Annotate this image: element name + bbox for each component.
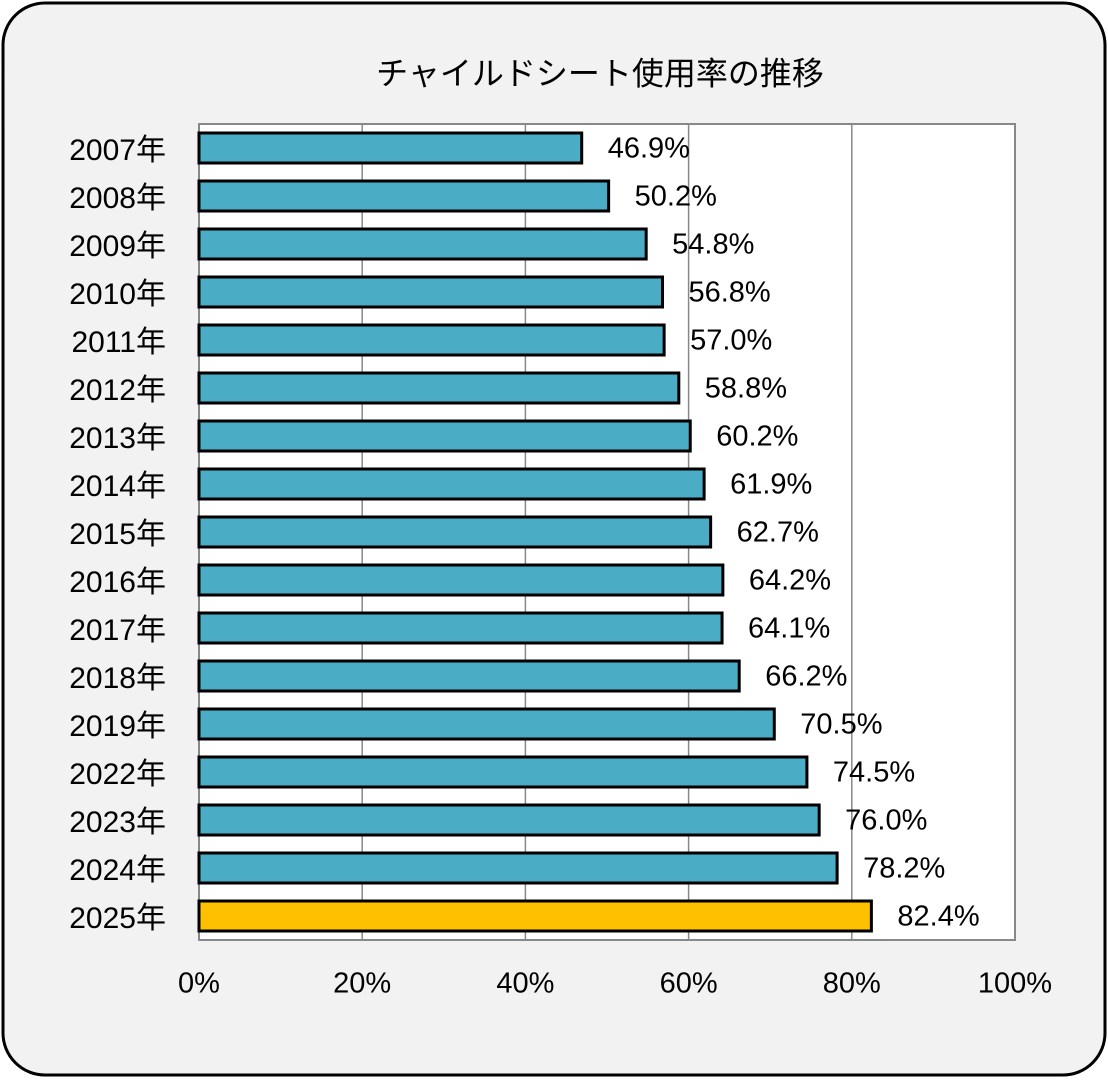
y-tick-label: 2012年 — [69, 374, 166, 407]
y-tick-label: 2025年 — [69, 902, 166, 935]
value-label: 64.2% — [749, 565, 831, 597]
y-tick-label: 2008年 — [69, 182, 166, 215]
y-tick-label: 2013年 — [69, 422, 166, 455]
x-tick-label: 20% — [333, 968, 391, 1000]
y-tick-label: 2010年 — [69, 278, 166, 311]
value-label: 74.5% — [833, 757, 915, 789]
value-label: 70.5% — [800, 709, 882, 741]
value-label: 58.8% — [705, 373, 787, 405]
bar — [197, 707, 776, 741]
y-tick-label: 2019年 — [69, 710, 166, 743]
y-tick-label: 2017年 — [69, 614, 166, 647]
value-label: 64.1% — [748, 613, 830, 645]
bar — [197, 467, 706, 501]
value-label: 57.0% — [690, 325, 772, 357]
x-tick-label: 0% — [178, 968, 220, 1000]
bar — [197, 659, 741, 693]
y-tick-label: 2024年 — [69, 854, 166, 887]
x-tick-label: 40% — [496, 968, 554, 1000]
bar — [197, 851, 839, 885]
value-label: 62.7% — [737, 517, 819, 549]
bar — [197, 611, 724, 645]
bar — [197, 275, 664, 309]
bar — [197, 131, 584, 165]
bar — [197, 515, 713, 549]
bar — [197, 323, 666, 357]
bar — [197, 371, 681, 405]
y-tick-label: 2015年 — [69, 518, 166, 551]
y-tick-label: 2016年 — [69, 566, 166, 599]
bar — [197, 899, 873, 933]
y-tick-label: 2018年 — [69, 662, 166, 695]
chart-title: チャイルドシート使用率の推移 — [376, 55, 824, 91]
x-tick-label: 80% — [823, 968, 881, 1000]
value-label: 46.9% — [608, 133, 690, 165]
value-label: 61.9% — [730, 469, 812, 501]
bar — [197, 227, 648, 261]
bar — [197, 803, 821, 837]
y-tick-label: 2022年 — [69, 758, 166, 791]
bar — [197, 755, 809, 789]
y-tick-label: 2011年 — [71, 326, 166, 359]
y-tick-label: 2007年 — [69, 134, 166, 167]
x-tick-label: 60% — [660, 968, 718, 1000]
value-label: 76.0% — [845, 805, 927, 837]
value-label: 78.2% — [863, 853, 945, 885]
y-tick-label: 2014年 — [69, 470, 166, 503]
bar — [197, 179, 611, 213]
bar — [197, 419, 692, 453]
value-label: 82.4% — [897, 901, 979, 933]
y-tick-label: 2023年 — [69, 806, 166, 839]
value-label: 54.8% — [672, 229, 754, 261]
bar — [197, 563, 725, 597]
value-label: 56.8% — [688, 277, 770, 309]
x-tick-label: 100% — [978, 968, 1052, 1000]
y-tick-label: 2009年 — [69, 230, 166, 263]
value-label: 50.2% — [635, 181, 717, 213]
value-label: 60.2% — [716, 421, 798, 453]
value-label: 66.2% — [765, 661, 847, 693]
